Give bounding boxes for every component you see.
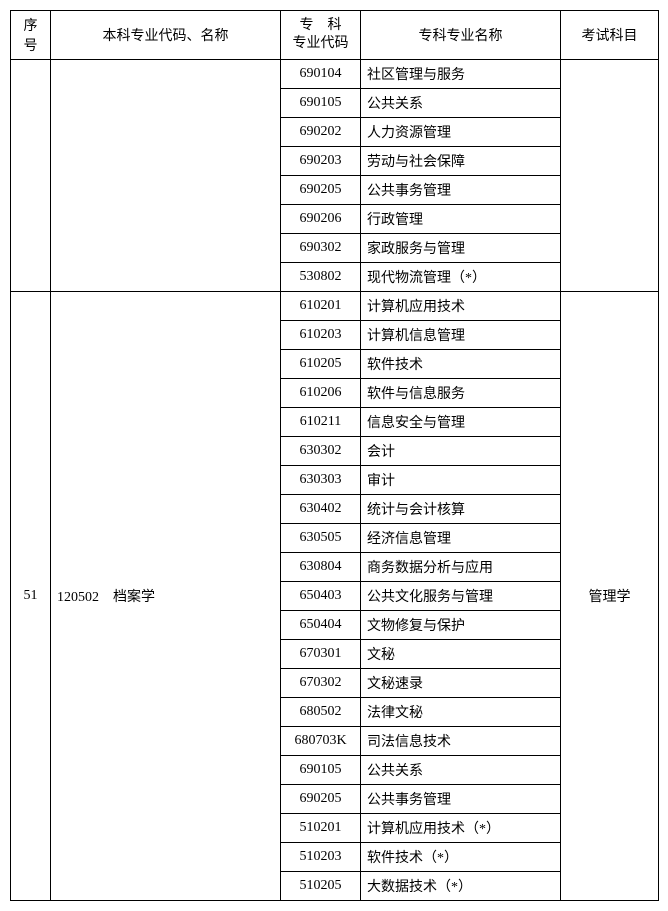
cell-code: 610201 <box>281 292 361 321</box>
header-code-line1: 专 科 <box>287 17 354 35</box>
cell-name: 文秘速录 <box>361 669 561 698</box>
cell-name: 行政管理 <box>361 205 561 234</box>
cell-code: 690203 <box>281 147 361 176</box>
table-row: 690104社区管理与服务 <box>11 60 659 89</box>
cell-code: 530802 <box>281 263 361 292</box>
cell-name: 家政服务与管理 <box>361 234 561 263</box>
header-major: 本科专业代码、名称 <box>51 11 281 60</box>
cell-exam: 管理学 <box>561 292 659 901</box>
table-row: 51120502 档案学610201计算机应用技术管理学 <box>11 292 659 321</box>
header-exam: 考试科目 <box>561 11 659 60</box>
cell-code: 510201 <box>281 814 361 843</box>
cell-code: 690205 <box>281 176 361 205</box>
cell-major <box>51 60 281 292</box>
cell-code: 690105 <box>281 89 361 118</box>
cell-code: 650403 <box>281 582 361 611</box>
cell-code: 670302 <box>281 669 361 698</box>
cell-name: 劳动与社会保障 <box>361 147 561 176</box>
cell-code: 630402 <box>281 495 361 524</box>
cell-code: 610206 <box>281 379 361 408</box>
cell-code: 510205 <box>281 872 361 901</box>
header-row: 序号 本科专业代码、名称 专 科 专业代码 专科专业名称 考试科目 <box>11 11 659 60</box>
cell-code: 670301 <box>281 640 361 669</box>
cell-code: 690302 <box>281 234 361 263</box>
cell-name: 文物修复与保护 <box>361 611 561 640</box>
cell-name: 公共关系 <box>361 89 561 118</box>
cell-major: 120502 档案学 <box>51 292 281 901</box>
cell-name: 信息安全与管理 <box>361 408 561 437</box>
header-name: 专科专业名称 <box>361 11 561 60</box>
majors-table: 序号 本科专业代码、名称 专 科 专业代码 专科专业名称 考试科目 690104… <box>10 10 659 901</box>
cell-name: 文秘 <box>361 640 561 669</box>
cell-name: 公共事务管理 <box>361 176 561 205</box>
cell-name: 计算机应用技术（*） <box>361 814 561 843</box>
cell-name: 人力资源管理 <box>361 118 561 147</box>
header-code: 专 科 专业代码 <box>281 11 361 60</box>
cell-seq <box>11 60 51 292</box>
cell-name: 大数据技术（*） <box>361 872 561 901</box>
cell-seq: 51 <box>11 292 51 901</box>
cell-code: 690202 <box>281 118 361 147</box>
header-seq: 序号 <box>11 11 51 60</box>
cell-name: 司法信息技术 <box>361 727 561 756</box>
cell-name: 会计 <box>361 437 561 466</box>
cell-name: 计算机应用技术 <box>361 292 561 321</box>
cell-name: 公共文化服务与管理 <box>361 582 561 611</box>
cell-code: 510203 <box>281 843 361 872</box>
cell-code: 690104 <box>281 60 361 89</box>
cell-code: 690206 <box>281 205 361 234</box>
cell-code: 690205 <box>281 785 361 814</box>
cell-name: 现代物流管理（*） <box>361 263 561 292</box>
cell-code: 680703K <box>281 727 361 756</box>
cell-code: 630505 <box>281 524 361 553</box>
cell-name: 经济信息管理 <box>361 524 561 553</box>
cell-code: 630303 <box>281 466 361 495</box>
header-code-line2: 专业代码 <box>287 35 354 53</box>
cell-name: 审计 <box>361 466 561 495</box>
cell-name: 软件技术 <box>361 350 561 379</box>
cell-name: 商务数据分析与应用 <box>361 553 561 582</box>
cell-code: 650404 <box>281 611 361 640</box>
cell-name: 公共关系 <box>361 756 561 785</box>
cell-name: 社区管理与服务 <box>361 60 561 89</box>
cell-name: 法律文秘 <box>361 698 561 727</box>
cell-code: 610211 <box>281 408 361 437</box>
cell-code: 630804 <box>281 553 361 582</box>
cell-code: 610203 <box>281 321 361 350</box>
cell-code: 630302 <box>281 437 361 466</box>
table-body: 690104社区管理与服务690105公共关系690202人力资源管理69020… <box>11 60 659 901</box>
cell-code: 610205 <box>281 350 361 379</box>
cell-code: 680502 <box>281 698 361 727</box>
cell-name: 软件与信息服务 <box>361 379 561 408</box>
cell-name: 统计与会计核算 <box>361 495 561 524</box>
cell-code: 690105 <box>281 756 361 785</box>
cell-name: 软件技术（*） <box>361 843 561 872</box>
cell-name: 公共事务管理 <box>361 785 561 814</box>
cell-name: 计算机信息管理 <box>361 321 561 350</box>
cell-exam <box>561 60 659 292</box>
